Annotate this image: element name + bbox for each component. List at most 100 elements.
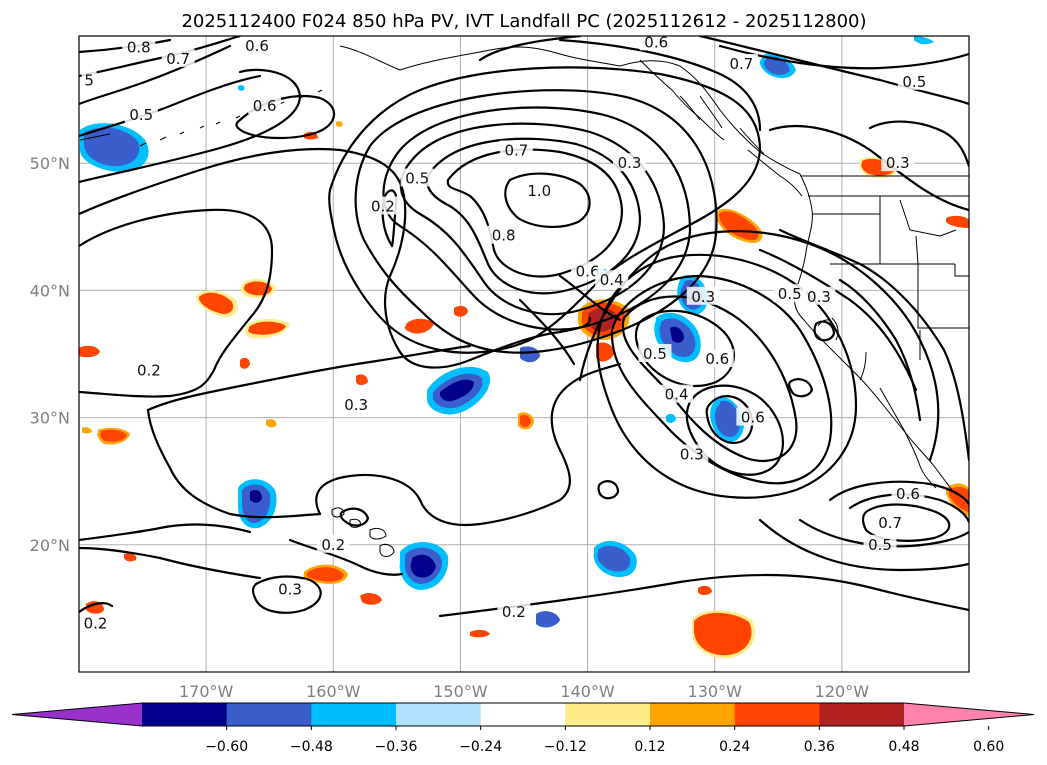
contour-label: 0.6 (248, 95, 282, 115)
contour-label-text: 0.3 (886, 154, 910, 172)
negative-region (427, 366, 491, 415)
colorbar-segment (819, 703, 905, 726)
lat-label: 40°N (30, 281, 70, 300)
contour-label: 5 (81, 70, 97, 90)
colorbar-tick-label: 0.60 (973, 739, 1004, 755)
colorbar-outline (11, 702, 1035, 727)
contour-label-text: 0.8 (492, 227, 516, 245)
colorbar-tick-label: 0.48 (888, 739, 919, 755)
colorbar-tick-label: −0.12 (544, 739, 587, 755)
colorbar-extend-max (904, 703, 1034, 726)
map-frame (78, 35, 970, 673)
lon-label: 140°W (560, 682, 615, 701)
contour-label-text: 0.5 (643, 345, 667, 363)
contour-label: 0.3 (613, 153, 647, 172)
contour-labels: 0.8 0.7 0.6 5 0.5 0.6 0.6 0.7 0.5 0.7 0.3 0.3 1.0 0.5… (79, 33, 931, 633)
contour-label-text: 0.4 (600, 271, 624, 289)
colorbar-segment (311, 703, 397, 726)
contour-label: 0.3 (686, 286, 720, 306)
colorbar: −0.60 −0.48 −0.36 −0.24 −0.12 0.12 0.24 0.36 0.4… (11, 702, 1035, 755)
colorbar-extend-min (12, 703, 142, 726)
contour-label-text: 5 (84, 72, 94, 90)
latitude-labels: 50°N 40°N 30°N 20°N (30, 154, 70, 555)
contour-label: 0.2 (497, 602, 531, 621)
lon-label: 130°W (688, 682, 743, 701)
contour-label: 0.5 (400, 168, 434, 187)
contour-label: 0.6 (700, 349, 734, 368)
contour-label: 0.5 (863, 534, 897, 554)
negative-region (593, 541, 637, 578)
contour-label-text: 0.6 (253, 97, 277, 115)
contour-label: 0.5 (638, 344, 672, 363)
contour-label-text: 0.3 (807, 288, 831, 306)
colorbar-segment (396, 703, 482, 726)
contour-label-text: 0.7 (729, 55, 753, 73)
colorbar-tick-label: −0.36 (375, 739, 418, 755)
contour-label-text: 0.2 (137, 362, 161, 380)
contour-label: 0.5 (897, 71, 931, 91)
lat-label: 50°N (30, 154, 70, 173)
contour-label: 0.2 (316, 534, 350, 554)
contour-label: 0.7 (499, 140, 533, 159)
contour-label-text: 0.5 (129, 106, 153, 124)
contour-label-text: 0.3 (344, 396, 368, 414)
contour-label-text: 0.7 (504, 141, 528, 159)
lon-label: 170°W (179, 682, 234, 701)
colorbar-tick-label: 0.36 (804, 739, 835, 755)
colorbar-tick-label: −0.60 (205, 739, 248, 755)
contour-label-text: 0.6 (576, 262, 600, 280)
contour-label: 0.6 (891, 483, 925, 503)
colorbar-segment (226, 703, 312, 726)
positive-region (79, 121, 712, 638)
contour-label-text: 1.0 (527, 182, 551, 200)
contour-label-text: 0.6 (741, 409, 765, 427)
colorbar-tick-label: −0.48 (290, 739, 333, 755)
contour-label-text: 0.2 (371, 197, 395, 215)
colorbar-segment (142, 703, 228, 726)
contour-label-text: 0.6 (644, 33, 668, 51)
colorbar-segment (565, 703, 651, 726)
lon-label: 150°W (433, 682, 488, 701)
contour-label-text: 0.7 (878, 514, 902, 532)
contour-label: 0.3 (339, 394, 373, 414)
contour-label: 0.3 (881, 153, 915, 172)
contour-label-text: 0.6 (245, 37, 269, 55)
contour-label-text: 0.5 (868, 536, 892, 554)
contour-label-text: 0.2 (502, 603, 526, 621)
contour-label-text: 0.7 (166, 50, 190, 68)
colorbar-tick-label: −0.24 (459, 739, 502, 755)
negative-region (399, 541, 449, 590)
contour-label: 0.7 (873, 513, 907, 532)
contour-label: 0.3 (675, 444, 709, 463)
negative-region (710, 396, 744, 442)
colorbar-segment (650, 703, 736, 726)
shaded-anomalies (79, 36, 969, 659)
contour-label: 0.2 (79, 613, 113, 633)
contour-label: 0.3 (273, 579, 307, 598)
contour-label-text: 0.4 (665, 386, 689, 404)
gridlines (79, 36, 969, 672)
lat-label: 20°N (30, 536, 70, 555)
contour-label: 0.4 (595, 270, 629, 289)
contour-label: 0.5 (773, 284, 807, 303)
negative-region (80, 123, 149, 173)
colorbar-segment (480, 703, 566, 726)
lon-label: 160°W (306, 682, 361, 701)
contour-label: 1.0 (522, 181, 556, 200)
lon-label: 120°W (815, 682, 870, 701)
colorbar-tick-label: 0.24 (719, 739, 750, 755)
contour-label-text: 0.5 (778, 285, 802, 303)
contour-label-text: 0.2 (321, 536, 345, 554)
map-content: 0.8 0.7 0.6 5 0.5 0.6 0.6 0.7 0.5 0.7 0.3 0.3 1.0 0.5… (79, 33, 969, 672)
contour-label: 0.8 (487, 225, 521, 245)
contour-label-text: 0.3 (278, 580, 302, 598)
lat-label: 30°N (30, 409, 70, 428)
contour-label-text: 0.6 (705, 350, 729, 368)
contour-label: 0.5 (124, 104, 158, 124)
contour-label-text: 0.2 (84, 615, 108, 633)
coastlines (79, 45, 969, 557)
positive-region (692, 610, 756, 659)
contour-label: 0.7 (724, 53, 758, 73)
contour-label: 0.3 (802, 286, 836, 306)
